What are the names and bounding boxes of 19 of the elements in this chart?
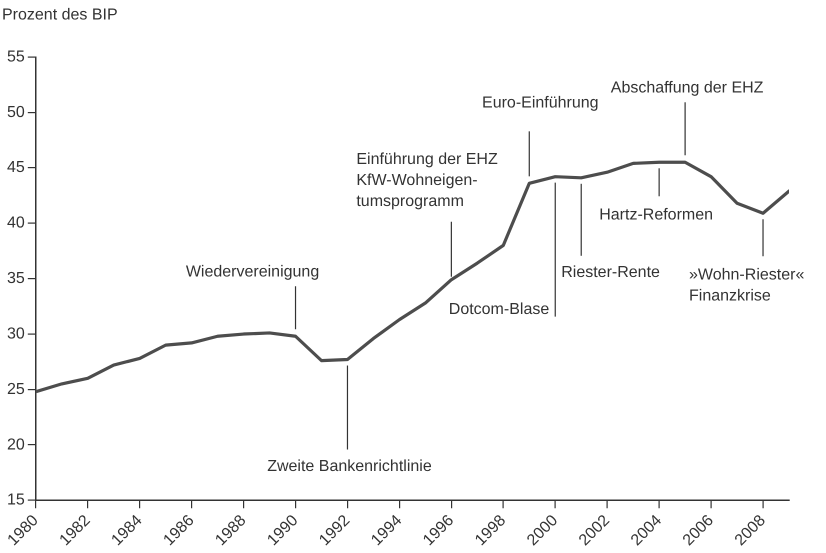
y-tick-label: 40 bbox=[7, 214, 25, 232]
annotation: Riester-Rente bbox=[561, 264, 660, 282]
y-tick-label: 55 bbox=[7, 48, 25, 66]
y-tick-label: 25 bbox=[7, 380, 25, 398]
y-tick-label: 45 bbox=[7, 159, 25, 176]
y-tick-label: 30 bbox=[7, 325, 25, 342]
annotation: Hartz-Reformen bbox=[599, 206, 714, 224]
annotation: Abschaffung der EHZ bbox=[610, 80, 764, 97]
annotation: Einführung der EHZ KfW-Wohneigen- tumsprogramm bbox=[356, 151, 498, 210]
annotation: Euro-Einführung bbox=[482, 94, 599, 112]
annotation: Zweite Bankenrichtlinie bbox=[267, 458, 432, 475]
y-tick-label: 35 bbox=[7, 270, 25, 288]
y-tick-label: 20 bbox=[7, 436, 25, 454]
y-tick-label: 15 bbox=[7, 492, 25, 509]
y-axis-title: Prozent des BIP bbox=[2, 6, 118, 24]
annotation: Dotcom-Blase bbox=[448, 301, 550, 318]
y-tick-label: 50 bbox=[7, 104, 25, 121]
annotation: »Wohn-Riester« Finanzkrise bbox=[689, 266, 804, 305]
annotation: Wiedervereinigung bbox=[186, 264, 320, 281]
